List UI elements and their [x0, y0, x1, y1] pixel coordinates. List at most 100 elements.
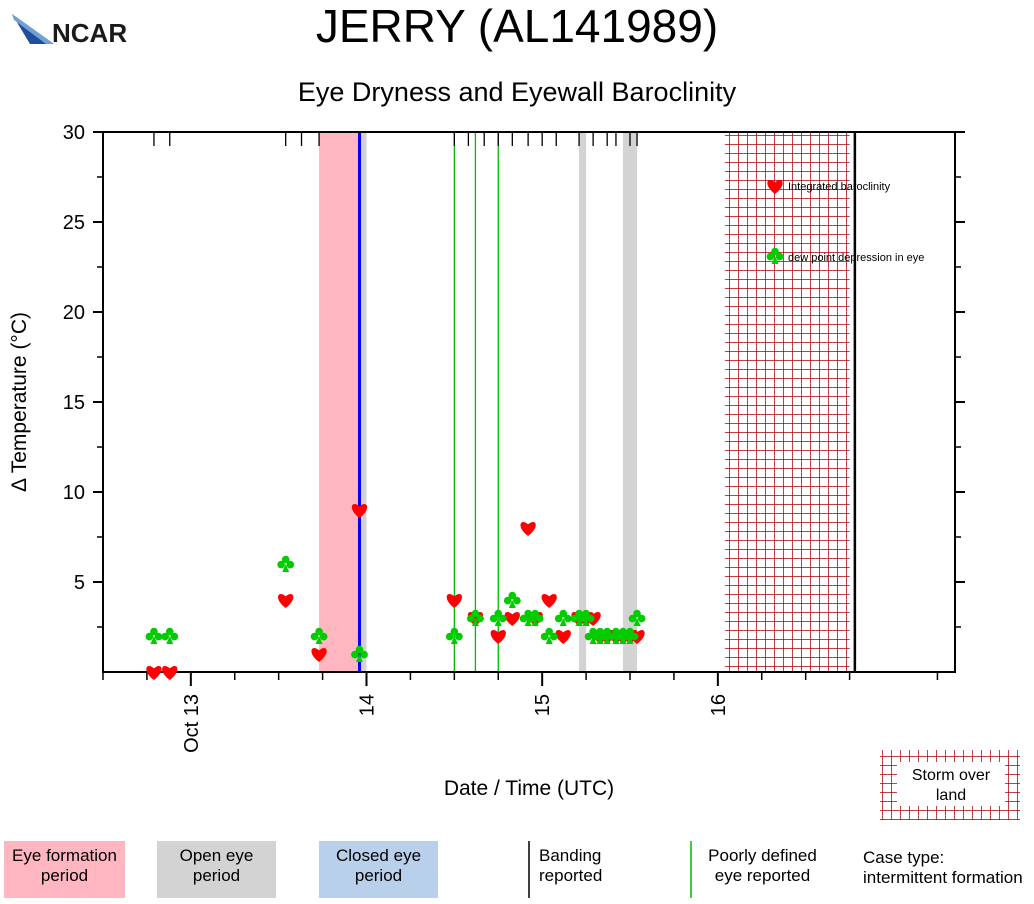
club-lobe: [150, 627, 158, 636]
dewpoint-point: [577, 609, 595, 626]
club-stem: [355, 654, 363, 662]
club-lobe: [637, 614, 646, 623]
legend-poorly-defined-label: Poorly defined eye reported: [708, 846, 817, 885]
club-lobe: [145, 632, 154, 641]
baroclinity-point: [490, 629, 506, 644]
club-lobe: [626, 627, 634, 636]
dewpoint-point: [628, 609, 646, 626]
baroclinity-point: [146, 665, 162, 680]
x-tick-label: 14: [357, 694, 379, 716]
legend-case-type-label: Case type:: [863, 848, 945, 867]
club-lobe: [775, 252, 784, 261]
club-lobe: [545, 627, 554, 636]
legend-closed-eye: Closed eye period: [319, 841, 438, 898]
club-lobe: [550, 632, 558, 641]
data-marks: [145, 503, 646, 680]
baroclinity-point: [504, 611, 520, 626]
dewpoint-point: [351, 645, 368, 662]
chart-title: JERRY (AL141989): [315, 0, 719, 52]
club-lobe: [476, 614, 484, 623]
club-lobe: [319, 632, 328, 641]
club-lobe: [591, 632, 600, 641]
club-lobe: [570, 614, 579, 623]
club-lobe: [582, 609, 590, 618]
legend-baroclinity-label: Integrated baroclinity: [788, 181, 891, 193]
club-lobe: [503, 596, 512, 605]
club-stem: [612, 636, 620, 644]
club-lobe: [540, 632, 549, 641]
club-stem: [471, 618, 479, 626]
club-stem: [545, 636, 553, 644]
ncar-logo-text: NCAR: [52, 18, 127, 46]
club-lobe: [554, 614, 563, 623]
legend-open-eye: Open eye period: [157, 841, 276, 898]
open-eye-band: [359, 132, 367, 672]
club-stem: [596, 636, 604, 644]
club-stem: [494, 618, 502, 626]
x-tick-label: Oct 13: [181, 694, 203, 753]
dewpoint-point: [503, 591, 521, 608]
legend-dewpoint-label: dew point depression in eye: [788, 252, 924, 264]
dewpoint-point: [445, 627, 463, 644]
club-lobe: [450, 627, 459, 636]
dewpoint-point: [621, 627, 639, 644]
legend-eye-formation-label: Eye formation period: [12, 846, 117, 885]
axes: 5 10 15 20 25 30 Oct 13 14 15 16 Date / Time (UTC)…: [8, 122, 965, 800]
baroclinity-point: [311, 647, 327, 662]
dewpoint-point: [161, 627, 179, 644]
club-lobe: [577, 614, 586, 623]
club-lobe: [519, 614, 528, 623]
club-lobe: [455, 632, 463, 641]
legend: Integrated baroclinity dew point depressi…: [528, 179, 1020, 898]
dewpoint-point: [526, 609, 544, 626]
x-tick-label: 16: [708, 694, 730, 716]
club-stem: [582, 618, 590, 626]
plot-area: [319, 132, 857, 672]
club-lobe: [584, 632, 593, 641]
club-lobe: [513, 596, 521, 605]
club-lobe: [165, 627, 174, 636]
club-lobe: [559, 609, 568, 618]
dewpoint-point: [540, 627, 558, 644]
dewpoint-point: [145, 627, 163, 644]
club-lobe: [621, 632, 630, 641]
club-lobe: [489, 614, 498, 623]
club-lobe: [633, 609, 641, 618]
legend-banding-label: Banding reported: [539, 846, 603, 885]
club-lobe: [445, 632, 454, 641]
club-lobe: [586, 614, 595, 623]
y-axis-label: Δ Temperature (°C): [8, 312, 31, 492]
club-lobe: [281, 555, 290, 564]
club-stem: [524, 618, 532, 626]
club-lobe: [315, 627, 323, 636]
baroclinity-point: [351, 503, 368, 518]
legend-heart-icon: [767, 179, 783, 194]
dewpoint-point: [310, 627, 328, 644]
club-lobe: [771, 247, 779, 256]
club-lobe: [351, 650, 359, 659]
club-lobe: [564, 614, 572, 623]
baroclinity-point: [541, 593, 557, 608]
club-stem: [559, 618, 567, 626]
club-stem: [508, 600, 516, 608]
club-lobe: [628, 614, 637, 623]
legend-open-eye-label: Open eye period: [179, 846, 254, 885]
club-stem: [450, 636, 458, 644]
club-lobe: [161, 632, 169, 641]
club-lobe: [154, 632, 163, 641]
club-lobe: [499, 614, 507, 623]
dewpoint-point: [489, 609, 507, 626]
y-tick-label: 20: [63, 302, 85, 324]
legend-closed-eye-label: Closed eye period: [335, 846, 422, 885]
club-lobe: [531, 609, 539, 618]
baroclinity-point: [446, 593, 462, 608]
club-stem: [315, 636, 323, 644]
baroclinity-point: [278, 593, 294, 608]
y-tick-label: 10: [63, 482, 85, 504]
open-eye-band: [622, 132, 638, 672]
club-lobe: [355, 645, 364, 654]
club-stem: [603, 636, 611, 644]
legend-land-label-line: Storm over: [912, 767, 991, 784]
club-lobe: [614, 632, 623, 641]
